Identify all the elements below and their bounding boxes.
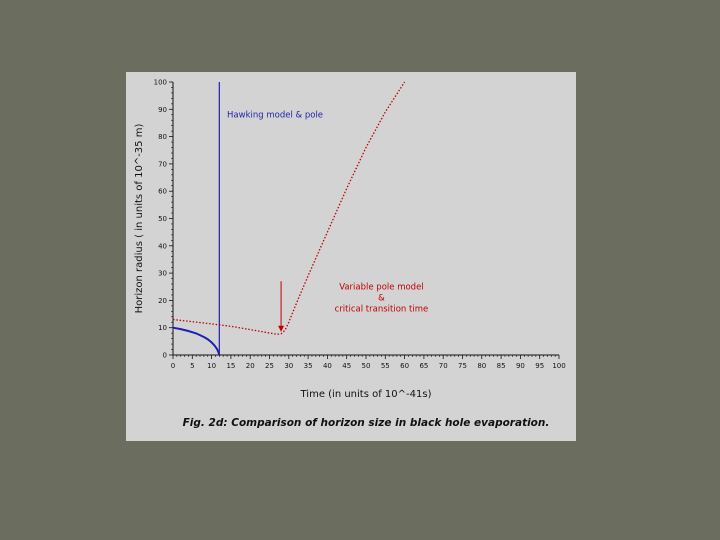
annotations: Hawking model & pole Variable pole model&… xyxy=(227,110,429,332)
y-tick-label: 80 xyxy=(158,133,167,141)
x-tick-label: 15 xyxy=(226,362,235,370)
x-tick-label: 35 xyxy=(304,362,313,370)
x-tick-label: 80 xyxy=(477,362,486,370)
y-ticks: 0 10 20 30 40 50 60 70 80 90 100 xyxy=(154,79,173,360)
x-tick-label: 100 xyxy=(552,362,565,370)
x-tick-label: 95 xyxy=(535,362,544,370)
x-tick-label: 85 xyxy=(497,362,506,370)
y-tick-label: 90 xyxy=(158,106,167,114)
x-tick-label: 75 xyxy=(458,362,467,370)
transition-arrow-head xyxy=(278,325,285,332)
figure-caption: Fig. 2d: Comparison of horizon size in b… xyxy=(183,417,550,429)
x-tick-label: 65 xyxy=(419,362,428,370)
x-tick-label: 0 xyxy=(171,362,175,370)
chart-figure: 0 10 20 30 40 50 60 70 80 90 100 0 5 10 15 20 25 30 35 40 4… xyxy=(126,72,576,441)
y-tick-label: 0 xyxy=(163,352,167,360)
y-tick-label: 30 xyxy=(158,270,167,278)
x-tick-label: 30 xyxy=(284,362,293,370)
line-chart: 0 10 20 30 40 50 60 70 80 90 100 0 5 10 15 20 25 30 35 40 4… xyxy=(134,79,566,430)
y-tick-label: 60 xyxy=(158,188,167,196)
x-tick-label: 45 xyxy=(342,362,351,370)
x-tick-label: 70 xyxy=(439,362,448,370)
x-tick-label: 55 xyxy=(381,362,390,370)
variable-pole-annotation-line: critical transition time xyxy=(335,304,429,314)
hawking-series-line xyxy=(172,326,221,356)
variable-pole-annotation-line: Variable pole model xyxy=(339,282,423,292)
x-tick-label: 5 xyxy=(190,362,194,370)
y-tick-label: 40 xyxy=(158,242,167,250)
x-tick-label: 50 xyxy=(362,362,371,370)
x-ticks: 0 5 10 15 20 25 30 35 40 45 50 55 60 65 70 75 80 85 90 95 10… xyxy=(171,355,566,370)
y-tick-label: 10 xyxy=(158,324,167,332)
x-tick-label: 60 xyxy=(400,362,409,370)
variable-pole-annotation-line: & xyxy=(378,293,385,303)
y-tick-label: 70 xyxy=(158,160,167,168)
x-tick-label: 25 xyxy=(265,362,274,370)
hawking-annotation: Hawking model & pole xyxy=(227,110,323,120)
x-tick-label: 20 xyxy=(246,362,255,370)
x-tick-label: 10 xyxy=(207,362,216,370)
x-tick-label: 90 xyxy=(516,362,525,370)
y-axis-title: Horizon radius ( in units of 10^-35 m) xyxy=(134,124,145,314)
y-tick-label: 50 xyxy=(158,215,167,223)
y-tick-label: 20 xyxy=(158,297,167,305)
x-tick-label: 40 xyxy=(323,362,332,370)
x-axis-title: Time (in units of 10^-41s) xyxy=(300,389,432,400)
y-tick-label: 100 xyxy=(154,79,167,87)
series-group xyxy=(172,81,406,356)
